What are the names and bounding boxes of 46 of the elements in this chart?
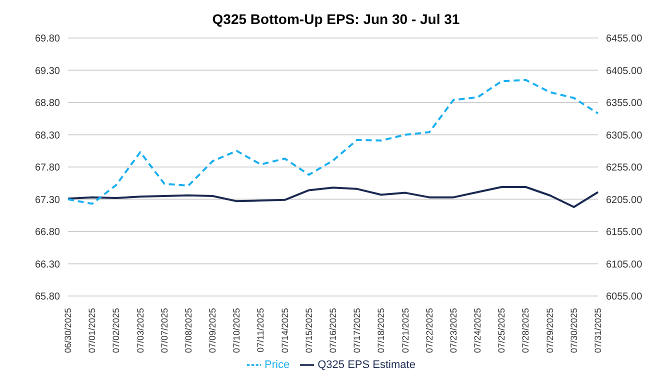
y-tick-label: 68.80 [34,98,60,110]
x-tick-label: 07/09/2025 [208,308,218,354]
x-tick-label: 07/24/2025 [472,308,483,354]
x-tick-label: 07/29/2025 [544,308,555,354]
x-tick-label: 07/17/2025 [352,308,362,354]
chart-title: Q325 Bottom-Up EPS: Jun 30 - Jul 31 [211,10,461,29]
y2-tick-label: 6405.00 [606,66,643,77]
y2-tick-label: 6355.00 [606,98,643,110]
y-tick-label: 66.30 [34,259,60,270]
y2-tick-label: 6155.00 [606,227,643,238]
x-tick-label: 07/08/2025 [183,308,194,354]
y2-tick-label: 6105.00 [606,259,643,270]
x-tick-label: 07/03/2025 [135,308,146,354]
y2-tick-label: 6255.00 [606,162,643,174]
y-tick-label: 67.30 [34,194,60,206]
x-tick-label: 07/07/2025 [159,308,170,354]
x-tick-label: 07/30/2025 [568,308,579,354]
y-tick-label: 65.80 [34,292,60,303]
y-tick-label: 68.30 [34,130,60,142]
x-tick-label: 07/18/2025 [376,308,386,354]
x-tick-label: 07/22/2025 [424,308,434,354]
x-tick-label: 07/15/2025 [304,308,314,354]
y2-tick-label: 6205.00 [606,194,643,206]
x-tick-label: 07/23/2025 [448,308,458,354]
y2-tick-label: 6305.00 [606,130,643,142]
x-tick-label: 07/28/2025 [520,308,531,354]
x-tick-label: 07/25/2025 [496,308,507,354]
x-tick-label: 07/01/2025 [87,308,98,354]
x-tick-label: 07/10/2025 [232,308,242,354]
line-series [67,78,599,205]
x-tick-label: 07/31/2025 [593,308,603,354]
y-tick-label: 69.30 [34,66,60,77]
y-tick-label: 66.80 [34,227,60,238]
line-series [67,186,599,208]
legend-label: Q325 EPS Estimate [318,358,416,371]
x-tick-label: 07/11/2025 [256,308,266,352]
y-tick-label: 67.80 [34,162,60,174]
legend-label: Price [264,358,290,371]
y2-tick-label: 6455.00 [606,34,643,45]
x-tick-label: 07/14/2025 [280,308,290,354]
y-tick-label: 69.80 [34,34,60,45]
x-tick-label: 07/16/2025 [328,308,338,354]
x-tick-label: 06/30/2025 [63,308,73,354]
y2-tick-label: 6055.00 [606,292,643,303]
x-tick-label: 07/02/2025 [111,308,122,354]
x-tick-label: 07/21/2025 [400,308,410,354]
